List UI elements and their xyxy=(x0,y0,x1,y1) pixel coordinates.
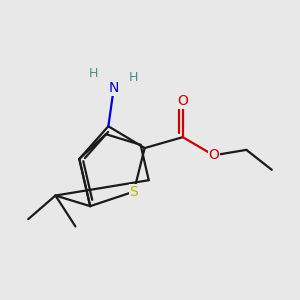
Text: H: H xyxy=(129,71,139,84)
Text: O: O xyxy=(177,94,188,108)
Text: N: N xyxy=(109,81,119,95)
Text: H: H xyxy=(89,67,98,80)
Text: S: S xyxy=(129,184,138,199)
Text: O: O xyxy=(208,148,219,162)
